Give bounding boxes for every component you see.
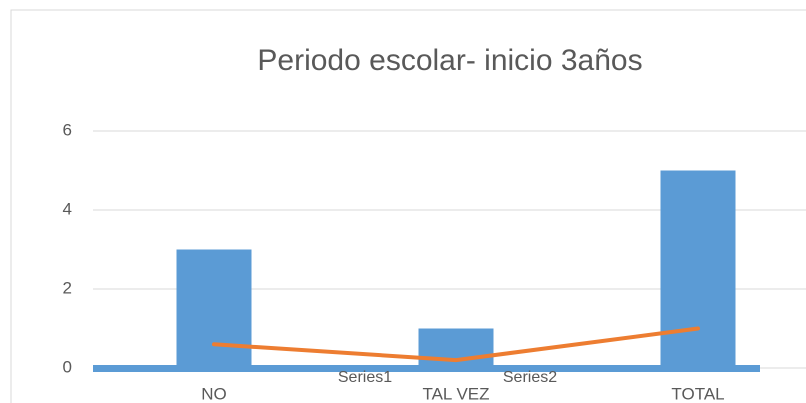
y-tick-label: 6: [63, 120, 72, 139]
y-tick-label: 4: [63, 199, 72, 218]
bar: [660, 170, 736, 368]
baseline: [93, 365, 760, 372]
y-tick-label: 0: [63, 357, 72, 376]
label-bg: [169, 384, 259, 403]
bar: [176, 249, 252, 368]
x-tick-label: NO: [201, 384, 227, 403]
y-tick-label: 2: [63, 278, 72, 297]
x-tick-label: TAL VEZ: [422, 384, 489, 403]
line: [212, 326, 700, 363]
legend-label: Series2: [503, 369, 557, 386]
chart-title: Periodo escolar- inicio 3años: [257, 44, 642, 77]
legend-label: Series1: [338, 369, 392, 386]
x-tick-label: TOTAL: [671, 384, 724, 403]
label-bg: [411, 384, 501, 403]
label-bg: [653, 384, 743, 403]
